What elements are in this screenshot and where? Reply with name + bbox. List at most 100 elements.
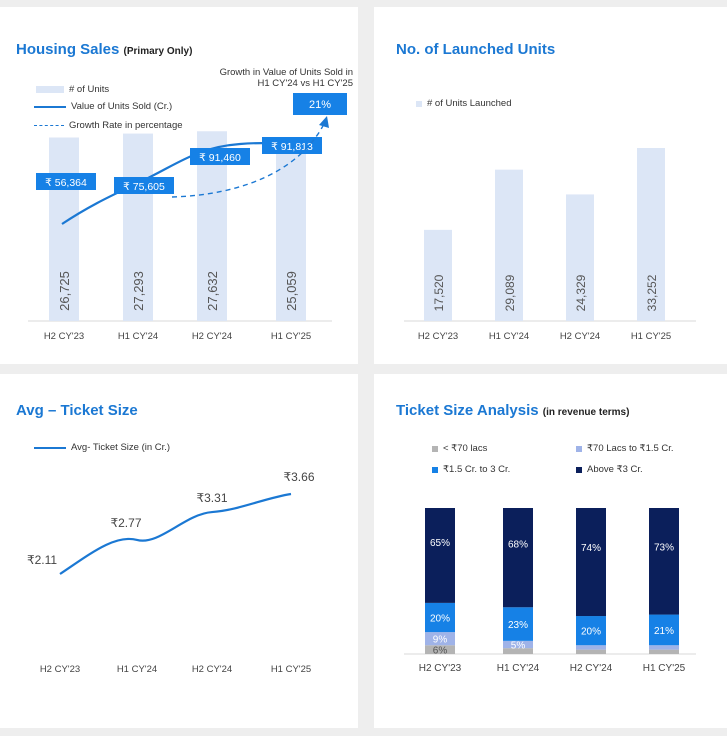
x-tick-label: H1 CY'25 — [271, 664, 311, 675]
stacked-segment — [503, 648, 533, 654]
growth-annotation-line1: Growth in Value of Units Sold in — [220, 67, 353, 78]
launched-bar — [424, 229, 452, 321]
stacked-segment — [576, 616, 606, 646]
x-tick-label: H1 CY'25 — [631, 331, 671, 342]
legend-150-to-300: ₹1.5 Cr. to 3 Cr. — [432, 464, 510, 475]
units-bar-label: 27,632 — [205, 271, 220, 311]
x-tick-label: H2 CY'23 — [44, 331, 84, 342]
stacked-segment — [503, 607, 533, 641]
housing-sales-subtitle: (Primary Only) — [123, 46, 193, 57]
legend-above-300-label: Above ₹3 Cr. — [587, 464, 643, 475]
legend-units: # of Units — [36, 84, 109, 95]
legend-value-sold-swatch — [34, 105, 66, 108]
launched-bar-label: 29,089 — [503, 274, 517, 311]
stacked-segment — [503, 640, 533, 649]
ticket-analysis-panel: Ticket Size Analysis (in revenue terms) … — [374, 374, 727, 728]
units-bar — [123, 133, 153, 321]
avg-ticket-value-label: ₹3.31 — [197, 491, 228, 505]
stacked-segment-label: 5% — [511, 641, 526, 652]
value-callout-box — [114, 177, 174, 194]
legend-avg-ticket-label: Avg- Ticket Size (in Cr.) — [71, 442, 171, 453]
legend-above-300-swatch — [576, 466, 582, 473]
avg-ticket-value-label: ₹2.77 — [111, 516, 142, 530]
launched-bar-label: 33,252 — [645, 274, 659, 311]
avg-ticket-panel: Avg – Ticket Size Avg- Ticket Size (in C… — [0, 374, 358, 728]
x-tick-label: H2 CY'23 — [40, 664, 80, 675]
legend-growth-rate-swatch — [34, 125, 64, 126]
stacked-segment-label: 65% — [430, 538, 450, 549]
stacked-segment-label: 20% — [581, 627, 601, 638]
stacked-segment — [503, 508, 533, 608]
stacked-segment — [649, 649, 679, 654]
value-callout-label: ₹ 91,813 — [271, 141, 313, 153]
legend-units-launched: # of Units Launched — [416, 98, 512, 109]
launched-units-title: No. of Launched Units — [396, 41, 555, 58]
legend-value-sold: Value of Units Sold (Cr.) — [34, 101, 172, 112]
stacked-segment — [425, 645, 455, 654]
units-bar-label: 25,059 — [284, 271, 299, 311]
stacked-segment — [425, 508, 455, 603]
stacked-segment — [576, 508, 606, 617]
legend-above-300: Above ₹3 Cr. — [576, 464, 643, 475]
legend-below-70: < ₹70 lacs — [432, 443, 487, 454]
housing-sales-title-text: Housing Sales — [16, 41, 120, 58]
legend-avg-ticket-swatch — [34, 446, 66, 449]
stacked-segment-label: 20% — [430, 614, 450, 625]
value-sold-line — [61, 141, 293, 225]
value-callout-label: ₹ 91,460 — [199, 152, 241, 164]
stacked-segment-label: 23% — [508, 620, 528, 631]
x-tick-label: H1 CY'25 — [271, 331, 311, 342]
avg-ticket-line — [59, 492, 292, 575]
legend-units-label: # of Units — [69, 84, 110, 95]
stacked-segment — [425, 632, 455, 646]
launched-bar-label: 24,329 — [574, 274, 588, 311]
housing-sales-title: Housing Sales (Primary Only) — [16, 41, 192, 58]
growth-rate-arrowhead — [319, 116, 329, 128]
x-tick-label: H2 CY'23 — [419, 663, 462, 674]
legend-value-sold-label: Value of Units Sold (Cr.) — [71, 101, 173, 112]
units-bar-label: 26,725 — [57, 271, 72, 311]
stacked-segment — [425, 602, 455, 633]
avg-ticket-chart: ₹2.11 ₹2.77 ₹3.31 ₹3.66 H2 CY'23 H1 CY'24 H2 C… — [27, 470, 315, 675]
launched-bar — [637, 148, 665, 321]
x-tick-label: H2 CY'24 — [560, 331, 600, 342]
legend-70-to-150-label: ₹70 Lacs to ₹1.5 Cr. — [587, 443, 674, 454]
units-bar-label: 27,293 — [131, 271, 146, 311]
launched-units-title-text: No. of Launched Units — [396, 41, 556, 58]
value-callout-label: ₹ 75,605 — [123, 181, 165, 193]
stacked-segment — [649, 614, 679, 646]
stacked-segment — [649, 645, 679, 650]
ticket-analysis-title-text: Ticket Size Analysis — [396, 402, 539, 419]
growth-annotation-line2: H1 CY'24 vs H1 CY'25 — [257, 78, 353, 89]
legend-150-to-300-swatch — [432, 466, 438, 473]
legend-units-launched-swatch — [416, 100, 422, 107]
x-tick-label: H1 CY'24 — [118, 331, 158, 342]
launched-bar — [495, 169, 523, 321]
legend-growth-rate: Growth Rate in percentage — [34, 120, 183, 131]
growth-value-label: 21% — [309, 99, 331, 111]
units-bar — [49, 137, 79, 321]
stacked-segment-label: 74% — [581, 543, 601, 554]
x-tick-label: H1 CY'24 — [117, 664, 157, 675]
avg-ticket-title-text: Avg – Ticket Size — [16, 402, 138, 419]
stacked-segment-label: 68% — [508, 540, 528, 551]
avg-ticket-value-label: ₹3.66 — [284, 470, 315, 484]
ticket-analysis-subtitle: (in revenue terms) — [542, 407, 630, 418]
x-tick-label: H1 CY'25 — [643, 663, 686, 674]
stacked-segment-label: 21% — [654, 626, 674, 637]
ticket-analysis-chart: 6%9% 20% 65% H2 CY'23 5% 23% 68% H1 CY'24 20% 74%… — [404, 508, 696, 674]
legend-70-to-150: ₹70 Lacs to ₹1.5 Cr. — [576, 443, 674, 454]
housing-sales-chart: 26,725 H2 CY'23 27,293 H1 CY'24 27,632 H2 CY'… — [28, 67, 353, 342]
launched-units-chart: 17,520 H2 CY'23 29,089 H1 CY'24 24,329 H2 CY'… — [404, 148, 696, 342]
legend-units-launched-label: # of Units Launched — [427, 98, 512, 109]
value-callout-label: ₹ 56,364 — [45, 177, 87, 189]
x-tick-label: H2 CY'24 — [192, 331, 232, 342]
housing-sales-panel: Housing Sales (Primary Only) # of Units … — [0, 7, 358, 364]
legend-below-70-label: < ₹70 lacs — [443, 443, 488, 454]
legend-avg-ticket: Avg- Ticket Size (in Cr.) — [34, 442, 170, 453]
x-tick-label: H2 CY'24 — [570, 663, 613, 674]
avg-ticket-value-label: ₹2.11 — [27, 553, 57, 567]
legend-150-to-300-label: ₹1.5 Cr. to 3 Cr. — [443, 464, 511, 475]
legend-below-70-swatch — [432, 445, 438, 452]
growth-value-box — [293, 93, 347, 115]
